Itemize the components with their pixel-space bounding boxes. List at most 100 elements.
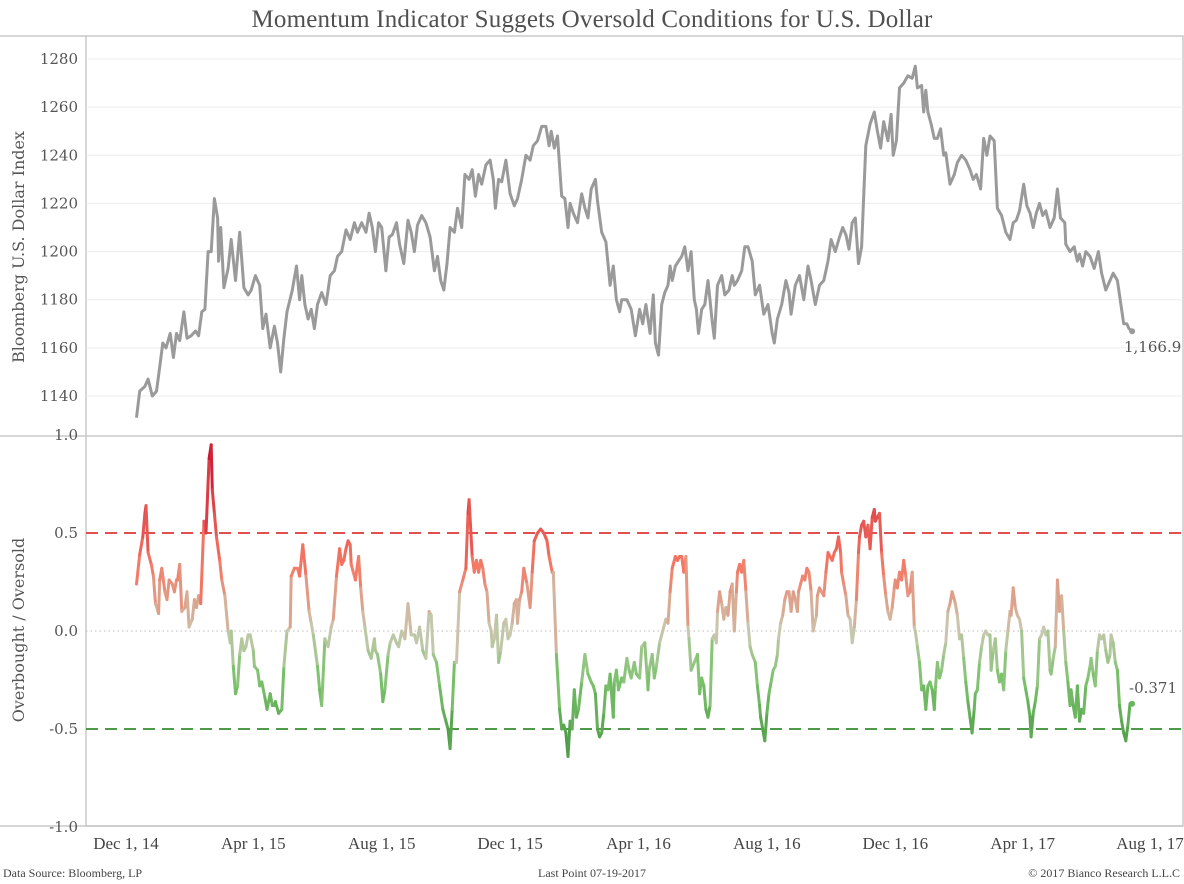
- momentum-segment: [702, 684, 708, 711]
- momentum-segment: [361, 609, 367, 629]
- dollar-index-line: [135, 64, 1136, 418]
- momentum-segment: [1102, 633, 1108, 653]
- momentum-segment: [915, 645, 921, 664]
- momentum-segment: [924, 684, 930, 711]
- footer-copyright: © 2017 Bianco Research L.L.C: [1028, 866, 1180, 880]
- momentum-segment: [178, 562, 184, 613]
- momentum-segment: [858, 523, 864, 539]
- momentum-segment: [1064, 660, 1070, 684]
- momentum-segment: [878, 511, 884, 555]
- momentum-segment: [666, 590, 672, 625]
- momentum-segment: [429, 613, 435, 656]
- momentum-segment: [545, 539, 551, 558]
- momentum-segment: [755, 684, 762, 707]
- momentum-segment: [495, 613, 501, 664]
- momentum-segment: [338, 547, 344, 566]
- x-tick-label: Apr 1, 17: [990, 834, 1055, 853]
- momentum-segment: [1060, 594, 1066, 633]
- momentum-segment: [522, 566, 529, 586]
- last-point-marker: [1129, 700, 1136, 707]
- momentum-segment: [1022, 676, 1028, 692]
- momentum-segment: [357, 555, 363, 590]
- y-tick-label: 1160: [40, 339, 78, 357]
- momentum-segment: [558, 707, 564, 731]
- momentum-segment: [551, 570, 558, 656]
- y-tick-label: 1240: [40, 146, 78, 164]
- momentum-segment: [989, 649, 995, 672]
- momentum-segment: [435, 660, 442, 688]
- momentum-segment: [1004, 629, 1010, 653]
- momentum-segment: [1011, 586, 1017, 609]
- momentum-segment: [406, 602, 413, 637]
- x-tick-label: Dec 1, 14: [93, 834, 159, 853]
- momentum-segment: [504, 617, 510, 641]
- momentum-segment: [684, 555, 690, 629]
- momentum-segment: [902, 558, 908, 578]
- momentum-segment: [151, 574, 157, 606]
- momentum-segment: [215, 535, 222, 562]
- momentum-segment: [734, 570, 739, 594]
- momentum-segment: [172, 578, 178, 594]
- y-tick-label: 1140: [40, 387, 78, 405]
- momentum-segment: [260, 680, 267, 700]
- momentum-segment: [753, 660, 759, 688]
- momentum-segment: [146, 551, 153, 566]
- momentum-line: [135, 443, 1136, 758]
- momentum-segment: [708, 637, 714, 707]
- momentum-segment: [510, 602, 516, 625]
- momentum-segment: [418, 625, 425, 653]
- last-value-label-index: 1,166.9: [1124, 338, 1181, 356]
- momentum-segment: [955, 613, 961, 641]
- y-tick-label: 1180: [40, 291, 78, 309]
- momentum-segment: [611, 680, 616, 719]
- momentum-segment: [807, 570, 813, 594]
- bottom-y-ticks: -1.0 -0.5 0.0 0.5 1.0: [49, 426, 78, 836]
- momentum-segment: [438, 684, 445, 711]
- momentum-segment: [732, 590, 738, 633]
- momentum-segment: [654, 641, 662, 668]
- momentum-segment: [248, 633, 255, 653]
- momentum-segment: [282, 629, 289, 668]
- x-tick-label: Aug 1, 17: [1116, 834, 1184, 853]
- momentum-segment: [1031, 700, 1037, 715]
- momentum-segment: [363, 625, 370, 653]
- bottom-y-axis-label: Overbought / Oversold: [9, 538, 28, 722]
- momentum-segment: [209, 443, 214, 492]
- momentum-segment: [1120, 719, 1126, 735]
- momentum-segment: [944, 609, 950, 645]
- momentum-segment: [1082, 684, 1088, 715]
- momentum-segment: [884, 594, 890, 613]
- momentum-segment: [777, 621, 783, 641]
- momentum-segment: [1002, 649, 1008, 692]
- momentum-segment: [840, 570, 846, 586]
- top-gridlines: [86, 58, 1183, 397]
- momentum-segment: [970, 707, 976, 735]
- momentum-segment: [1115, 668, 1121, 707]
- momentum-segment: [244, 633, 250, 649]
- dollar-index-series: [135, 64, 1134, 418]
- momentum-segment: [1046, 629, 1052, 672]
- momentum-segment: [718, 590, 724, 606]
- momentum-segment: [307, 609, 313, 625]
- momentum-segment: [652, 664, 658, 680]
- momentum-segment: [953, 602, 959, 617]
- momentum-segment: [280, 664, 286, 711]
- momentum-segment: [185, 590, 191, 629]
- momentum-segment: [301, 543, 308, 578]
- momentum-segment: [467, 498, 474, 558]
- momentum-segment: [160, 566, 167, 594]
- momentum-segment: [381, 688, 387, 704]
- momentum-segment: [625, 656, 631, 672]
- momentum-segment: [910, 570, 916, 629]
- y-tick-label: 1200: [40, 243, 78, 261]
- momentum-segment: [632, 660, 638, 676]
- momentum-segment: [765, 692, 771, 715]
- y-tick-label: -0.5: [49, 720, 78, 738]
- x-axis-ticks: Dec 1, 14 Apr 1, 15 Aug 1, 15 Dec 1, 15 Apr …: [93, 834, 1184, 853]
- momentum-segment: [1051, 645, 1057, 660]
- momentum-segment: [135, 553, 142, 586]
- momentum-segment: [775, 637, 780, 656]
- momentum-segment: [320, 637, 327, 707]
- y-tick-label: 0.5: [54, 524, 78, 542]
